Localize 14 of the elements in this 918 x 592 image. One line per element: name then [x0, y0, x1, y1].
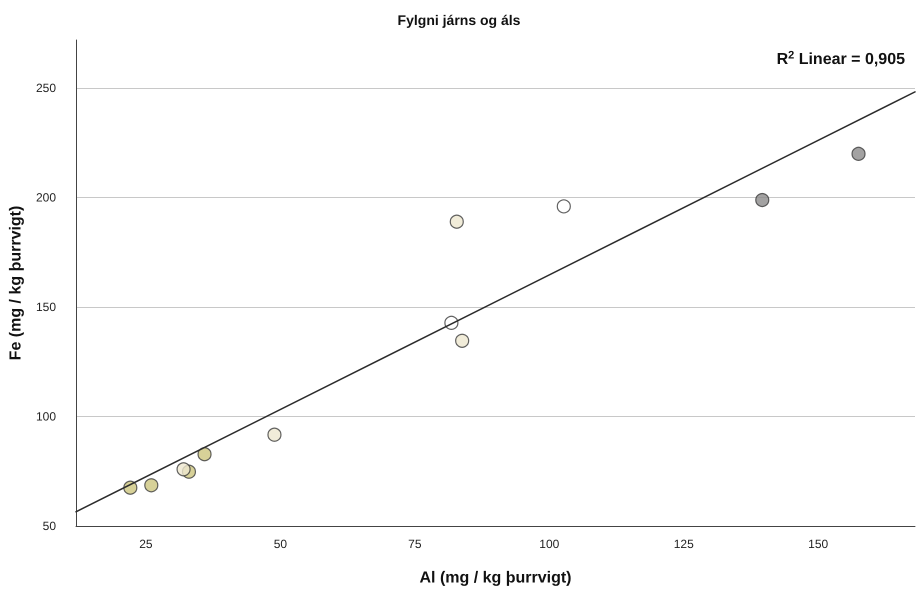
- x-tick-label: 150: [808, 537, 829, 551]
- y-tick-label: 200: [36, 190, 56, 205]
- y-tick-label: 250: [36, 81, 56, 96]
- x-tick-label: 50: [274, 537, 288, 551]
- x-tick-label: 75: [408, 537, 422, 551]
- y-tick-label: 50: [42, 519, 56, 533]
- y-tick-label: 100: [36, 410, 56, 424]
- x-tick-label: 25: [139, 537, 153, 551]
- chart-title: Fylgni járns og áls: [398, 12, 521, 28]
- x-tick-label: 125: [674, 537, 694, 551]
- y-tick-label: 150: [36, 300, 56, 314]
- y-axis-title: Fe (mg / kg þurrvigt): [8, 206, 24, 360]
- x-tick-label: 100: [539, 537, 560, 551]
- x-axis-title: Al (mg / kg þurrvigt): [420, 570, 572, 586]
